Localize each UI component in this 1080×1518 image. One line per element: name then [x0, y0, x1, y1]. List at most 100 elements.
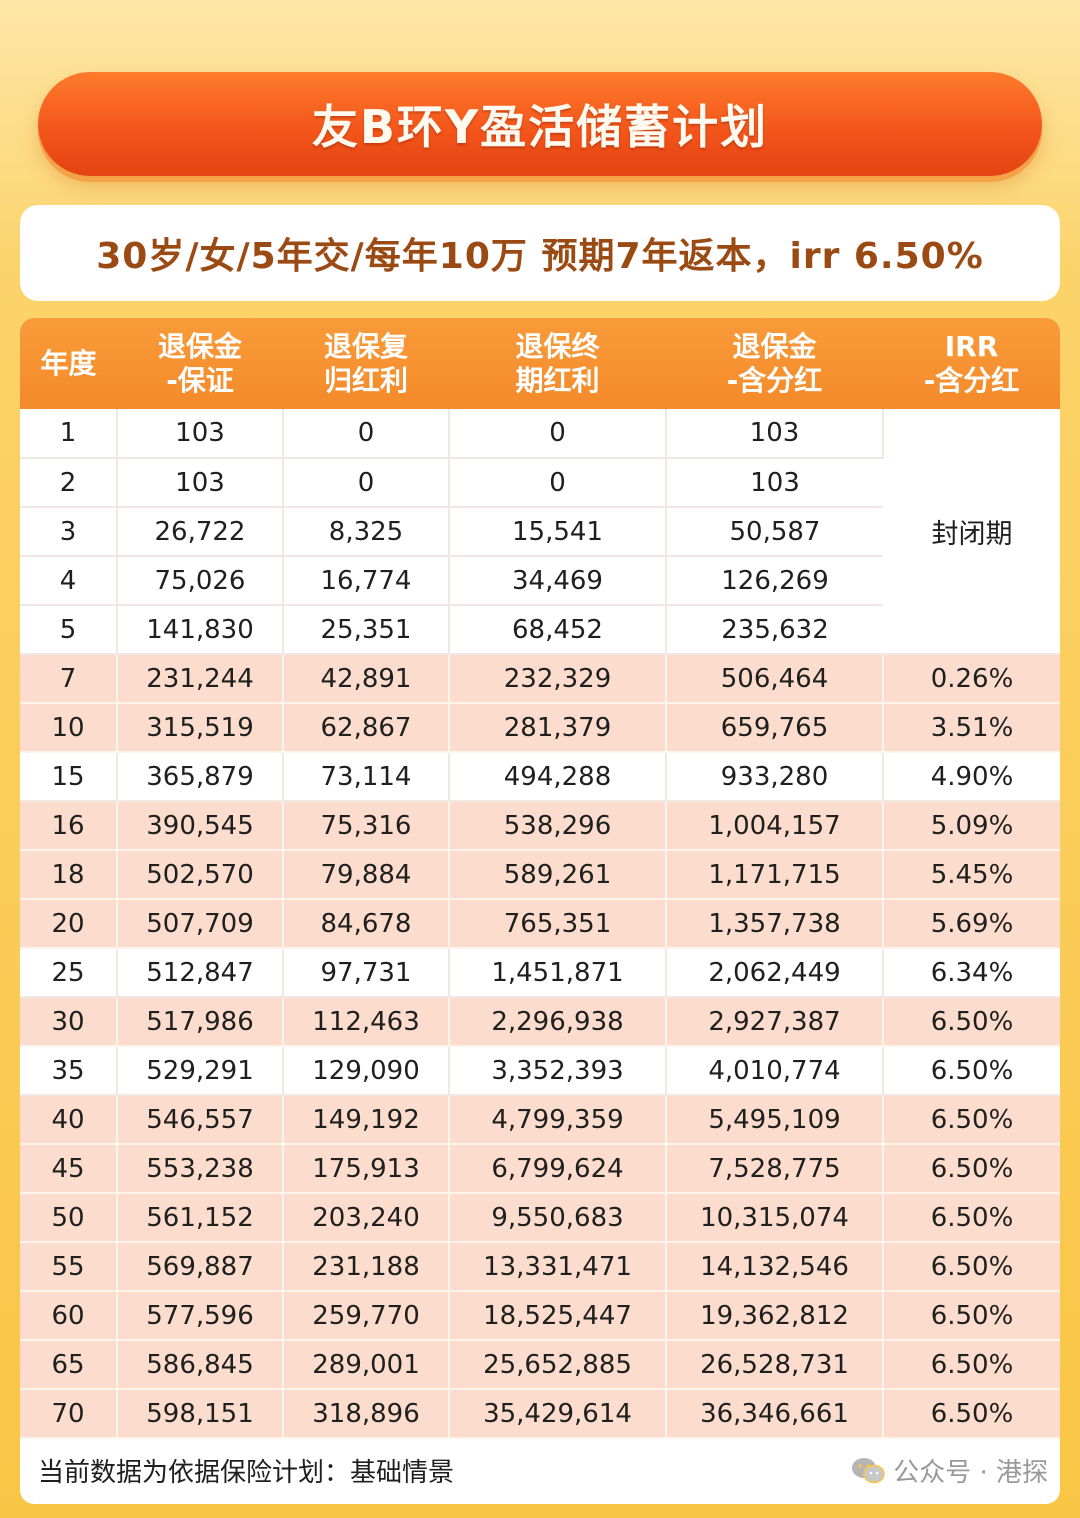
table-cell: 2,296,938	[449, 997, 667, 1047]
table-cell: 8,325	[283, 507, 450, 557]
table-cell: 507,709	[117, 899, 284, 949]
irr-cell: 3.51%	[883, 703, 1060, 753]
header-guaranteed-surrender: 退保金 -保证	[117, 318, 283, 409]
table-cell: 577,596	[117, 1291, 284, 1341]
table-cell: 129,090	[283, 1046, 450, 1096]
benefit-table: 年度 退保金 -保证 退保复 归红利 退保终 期红利 退保金 -含分红 IRR -含分红 …	[20, 318, 1060, 1439]
watermark: 公众号 · 港探	[851, 1452, 1048, 1489]
table-cell: 517,986	[117, 997, 284, 1047]
table-row: 70 598,151 318,896 35,429,614 36,346,661 6.50…	[20, 1389, 1060, 1439]
table-cell: 553,238	[117, 1144, 284, 1194]
table-cell: 512,847	[117, 948, 284, 998]
table-cell: 103	[666, 458, 883, 508]
table-cell: 5,495,109	[666, 1095, 884, 1145]
table-cell: 569,887	[117, 1242, 284, 1292]
table-cell: 235,632	[666, 605, 883, 655]
closed-period-cell: 封闭期	[883, 409, 1060, 655]
table-cell: 16,774	[283, 556, 450, 606]
table-cell: 20	[20, 899, 118, 949]
table-cell: 529,291	[117, 1046, 284, 1096]
table-cell: 546,557	[117, 1095, 284, 1145]
benefit-table-container: 年度 退保金 -保证 退保复 归红利 退保终 期红利 退保金 -含分红 IRR -含分红 …	[20, 318, 1060, 1504]
table-cell: 506,464	[666, 654, 884, 704]
table-cell: 1,357,738	[666, 899, 884, 949]
table-cell: 112,463	[283, 997, 450, 1047]
table-cell: 60	[20, 1291, 118, 1341]
header-terminal-bonus: 退保终 期红利	[449, 318, 666, 409]
watermark-text: 公众号 · 港探	[893, 1458, 1048, 1488]
table-row: 18 502,570 79,884 589,261 1,171,715 5.45%	[20, 850, 1060, 900]
irr-cell: 6.50%	[883, 1340, 1060, 1390]
table-cell: 933,280	[666, 752, 884, 802]
page-title: 友B环Y盈活储蓄计划	[311, 100, 769, 154]
table-cell: 365,879	[117, 752, 284, 802]
table-row: 20 507,709 84,678 765,351 1,357,738 5.69%	[20, 899, 1060, 949]
title-banner: 友B环Y盈活储蓄计划	[38, 72, 1042, 176]
table-row: 10 315,519 62,867 281,379 659,765 3.51%	[20, 703, 1060, 753]
table-cell: 1	[20, 409, 118, 459]
table-cell: 231,244	[117, 654, 284, 704]
table-cell: 75,026	[117, 556, 284, 606]
table-cell: 42,891	[283, 654, 450, 704]
table-cell: 4,799,359	[449, 1095, 667, 1145]
table-cell: 494,288	[449, 752, 667, 802]
table-cell: 0	[283, 409, 450, 459]
table-row: 55 569,887 231,188 13,331,471 14,132,546 6.50…	[20, 1242, 1060, 1292]
table-cell: 34,469	[449, 556, 667, 606]
table-cell: 7	[20, 654, 118, 704]
table-cell: 5	[20, 605, 118, 655]
table-row: 60 577,596 259,770 18,525,447 19,362,812 6.50…	[20, 1291, 1060, 1341]
table-header-row: 年度 退保金 -保证 退保复 归红利 退保终 期红利 退保金 -含分红 IRR -含分红	[20, 318, 1060, 409]
irr-cell: 5.09%	[883, 801, 1060, 851]
table-cell: 26,528,731	[666, 1340, 884, 1390]
table-cell: 149,192	[283, 1095, 450, 1145]
table-cell: 25,652,885	[449, 1340, 667, 1390]
irr-cell: 6.50%	[883, 1046, 1060, 1096]
table-cell: 15,541	[449, 507, 667, 557]
table-cell: 3	[20, 507, 118, 557]
table-cell: 15	[20, 752, 118, 802]
table-cell: 6,799,624	[449, 1144, 667, 1194]
table-cell: 4	[20, 556, 118, 606]
table-row: 65 586,845 289,001 25,652,885 26,528,731 6.50…	[20, 1340, 1060, 1390]
header-irr: IRR -含分红	[883, 318, 1060, 409]
table-cell: 10,315,074	[666, 1193, 884, 1243]
table-cell: 126,269	[666, 556, 883, 606]
table-cell: 103	[117, 458, 284, 508]
irr-cell: 6.50%	[883, 1291, 1060, 1341]
table-cell: 19,362,812	[666, 1291, 884, 1341]
table-cell: 18,525,447	[449, 1291, 667, 1341]
table-cell: 103	[117, 409, 284, 459]
table-cell: 175,913	[283, 1144, 450, 1194]
table-cell: 4,010,774	[666, 1046, 884, 1096]
table-cell: 13,331,471	[449, 1242, 667, 1292]
table-row: 50 561,152 203,240 9,550,683 10,315,074 6.50%	[20, 1193, 1060, 1243]
table-cell: 232,329	[449, 654, 667, 704]
irr-cell: 5.45%	[883, 850, 1060, 900]
table-cell: 40	[20, 1095, 118, 1145]
table-cell: 50,587	[666, 507, 883, 557]
table-cell: 538,296	[449, 801, 667, 851]
irr-cell: 6.50%	[883, 1144, 1060, 1194]
table-row: 45 553,238 175,913 6,799,624 7,528,775 6.50%	[20, 1144, 1060, 1194]
table-cell: 65	[20, 1340, 118, 1390]
table-cell: 36,346,661	[666, 1389, 884, 1439]
table-cell: 1,171,715	[666, 850, 884, 900]
table-cell: 84,678	[283, 899, 450, 949]
table-cell: 289,001	[283, 1340, 450, 1390]
table-cell: 73,114	[283, 752, 450, 802]
table-cell: 141,830	[117, 605, 284, 655]
table-cell: 586,845	[117, 1340, 284, 1390]
table-cell: 659,765	[666, 703, 884, 753]
table-cell: 50	[20, 1193, 118, 1243]
table-cell: 62,867	[283, 703, 450, 753]
wechat-icon	[852, 1457, 885, 1483]
table-cell: 45	[20, 1144, 118, 1194]
table-row: 16 390,545 75,316 538,296 1,004,157 5.09%	[20, 801, 1060, 851]
subtitle: 30岁/女/5年交/每年10万 预期7年返本，irr 6.50%	[96, 236, 984, 277]
table-cell: 765,351	[449, 899, 667, 949]
table-cell: 35,429,614	[449, 1389, 667, 1439]
table-row: 3 26,722 8,325 15,541 50,587	[20, 507, 1060, 557]
header-year: 年度	[20, 318, 117, 409]
header-total-surrender: 退保金 -含分红	[666, 318, 883, 409]
